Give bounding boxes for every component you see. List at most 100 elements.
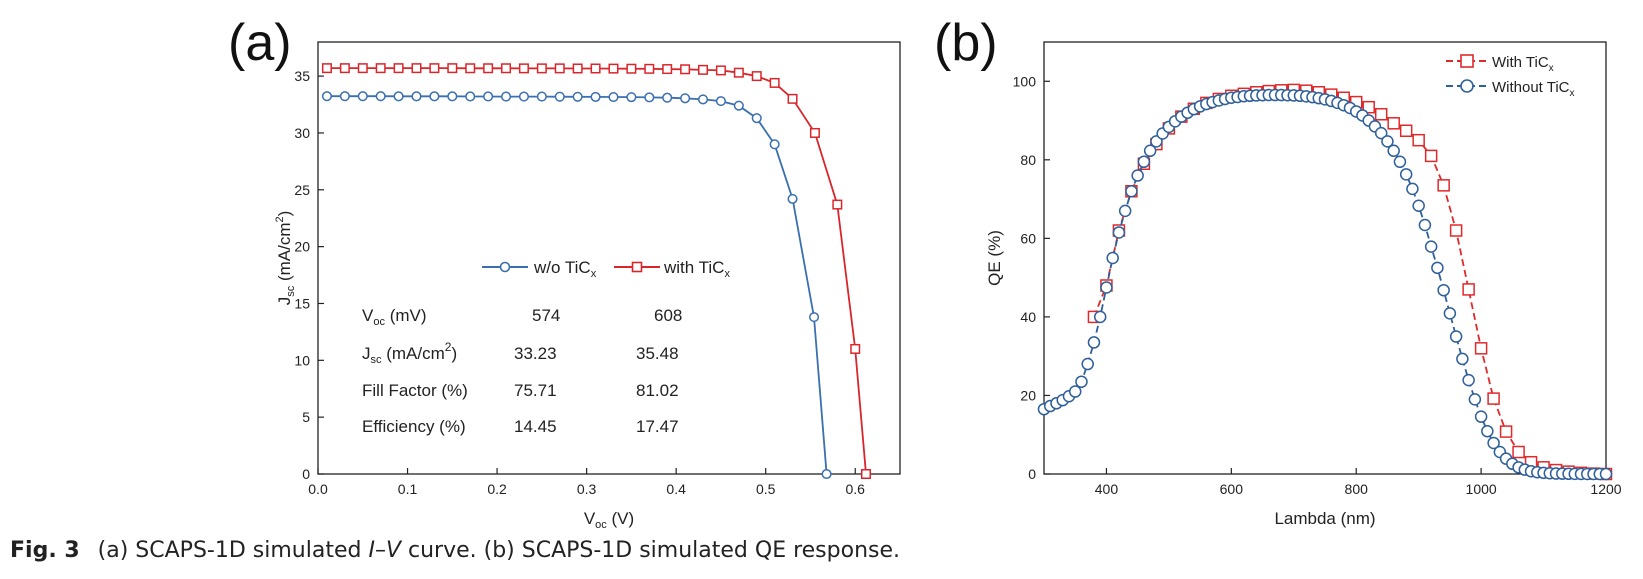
data-point <box>832 199 843 210</box>
data-point <box>447 91 458 102</box>
data-point <box>1487 392 1500 405</box>
table-value-with: 17.47 <box>636 417 679 436</box>
table-row-jsc: Jsc (mA/cm2) 33.23 35.48 <box>362 340 679 366</box>
data-point <box>662 92 673 103</box>
data-point <box>808 312 820 323</box>
data-point <box>1449 330 1463 343</box>
data-point <box>1399 168 1413 181</box>
data-point <box>1100 281 1113 294</box>
data-point <box>1125 184 1138 198</box>
x-tick-label: 0.4 <box>666 481 686 497</box>
data-point <box>1406 182 1419 196</box>
y-tick-label: 25 <box>294 182 310 198</box>
legend-item-without-ticx: Without TiCx <box>1446 79 1575 99</box>
data-point <box>733 100 744 111</box>
data-point <box>680 93 691 104</box>
data-point <box>1374 126 1388 140</box>
data-point <box>1118 204 1132 218</box>
panel-b-label: (b) <box>934 14 998 72</box>
caption-text-a: (a) SCAPS-1D simulated <box>97 538 369 563</box>
data-point <box>1449 224 1463 237</box>
data-point <box>1437 179 1450 192</box>
figure-canvas: (a) 0.0 0.1 0.2 0.3 0.4 0.5 0.605101520253035 … <box>228 14 1622 531</box>
data-point <box>644 63 655 74</box>
table-value-wo: 75.71 <box>514 381 557 400</box>
caption-italic-i: I <box>368 538 375 563</box>
data-point <box>572 63 583 74</box>
y-tick-label: 10 <box>294 352 310 368</box>
data-point <box>1487 436 1500 450</box>
data-point <box>375 63 386 74</box>
table-value-wo: 14.45 <box>514 417 557 436</box>
data-point <box>1106 251 1119 265</box>
y-tick-label: 35 <box>294 68 310 84</box>
panel-a-parameter-table: Voc (mV) 574 608 Jsc (mA/cm2) 33.23 35.4… <box>362 306 682 436</box>
data-point <box>339 63 350 74</box>
data-point <box>1474 410 1488 423</box>
data-point <box>1599 467 1613 481</box>
x-tick-label: 0.5 <box>756 481 776 497</box>
x-tick-label: 1200 <box>1590 481 1621 497</box>
data-point <box>1462 283 1475 296</box>
table-row-fill-factor: Fill Factor (%) 75.71 81.02 <box>362 381 679 400</box>
data-point <box>536 63 547 74</box>
data-point <box>518 63 529 74</box>
data-point <box>572 91 583 102</box>
table-value-with: 35.48 <box>636 344 679 363</box>
data-point <box>411 63 422 74</box>
data-point <box>590 63 601 74</box>
table-value-with: 81.02 <box>636 381 679 400</box>
panel-a-label: (a) <box>228 14 292 72</box>
data-point <box>1481 424 1494 438</box>
panel-b-legend: With TiCx Without TiCx <box>1446 54 1575 99</box>
x-tick-label: 0.2 <box>487 481 507 497</box>
data-point <box>465 91 476 102</box>
data-point <box>1093 310 1107 324</box>
data-point <box>590 91 601 102</box>
data-point <box>662 64 673 75</box>
y-tick-label: 60 <box>1020 230 1036 246</box>
table-value-wo: 33.23 <box>514 344 557 363</box>
series-line-1 <box>327 67 867 475</box>
data-point <box>644 92 655 103</box>
x-tick-label: 1000 <box>1466 481 1497 497</box>
legend-label-with-ticx: with TiCx <box>663 258 730 280</box>
data-point <box>860 469 871 479</box>
data-point <box>429 63 440 74</box>
y-tick-label: 15 <box>294 295 310 311</box>
data-point <box>608 91 619 103</box>
data-point <box>769 139 780 150</box>
data-point <box>1474 342 1488 355</box>
data-point <box>697 94 709 105</box>
panel-a-legend: w/o TiCx with TiCx <box>482 258 730 280</box>
caption-dash: – <box>374 538 386 563</box>
panel-b-y-axis-label: QE (%) <box>985 230 1004 286</box>
data-point <box>1468 393 1482 406</box>
data-point <box>554 63 565 74</box>
data-point <box>698 64 709 75</box>
data-point <box>1499 425 1513 438</box>
panel-b-ticks: 400 600 800 1000 1200 0 20 40 60 80 100 <box>1013 73 1622 497</box>
data-point <box>1412 199 1425 213</box>
data-point <box>787 93 798 104</box>
panel-a-y-axis-label: Jsc (mA/cm2) <box>274 211 297 306</box>
table-row-label: Efficiency (%) <box>362 417 466 436</box>
table-row-label: Fill Factor (%) <box>362 381 468 400</box>
x-tick-label: 400 <box>1095 481 1119 497</box>
caption-italic-v: V <box>385 538 401 563</box>
x-tick-label: 0.1 <box>398 481 418 497</box>
x-tick-label: 0.6 <box>845 481 865 497</box>
data-point <box>321 91 333 102</box>
data-point <box>1374 108 1388 121</box>
panel-a-series <box>321 63 871 480</box>
data-point <box>1137 155 1151 169</box>
legend-circle-marker <box>1460 79 1474 93</box>
panel-b-x-axis-label: Lambda (nm) <box>1274 509 1375 528</box>
data-point <box>850 343 861 354</box>
data-point <box>411 91 422 102</box>
legend-square-marker <box>631 261 643 273</box>
caption-text-b: curve. (b) SCAPS-1D simulated QE respons… <box>401 538 901 563</box>
data-point <box>1424 149 1438 163</box>
data-point <box>536 91 547 102</box>
y-tick-label: 20 <box>294 239 310 255</box>
